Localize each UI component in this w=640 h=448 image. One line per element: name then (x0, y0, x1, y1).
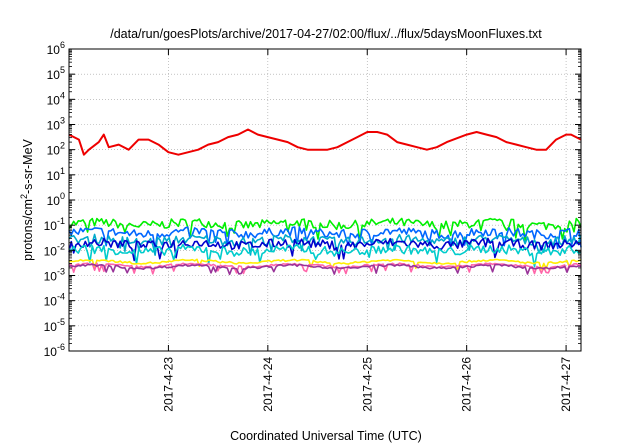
series-line (68, 243, 582, 268)
y-tick-label: 10-3 (44, 267, 65, 284)
x-axis-ticks: 2017-4-23 2017-4-24 2017-4-25 2017-4-26 2017… (161, 49, 573, 412)
y-tick-label: 10-4 (44, 292, 65, 309)
chart-title: /data/run/goesPlots/archive/2017-04-27/0… (110, 27, 542, 41)
x-tick-label: 2017-4-24 (261, 357, 275, 412)
y-tick-label: 102 (47, 141, 65, 158)
x-tick-label: 2017-4-26 (460, 357, 474, 412)
series-line (68, 237, 582, 262)
y-axis-label-prefix: protons/cm (21, 199, 35, 261)
y-tick-label: 101 (47, 166, 65, 183)
series-line (68, 128, 582, 156)
y-tick-label: 100 (47, 191, 65, 208)
x-tick-label: 2017-4-25 (360, 357, 374, 412)
x-tick-label: 2017-4-23 (161, 357, 175, 412)
series-line (68, 263, 582, 276)
y-tick-label: 104 (47, 90, 65, 107)
y-axis-label-suffix: -s-sr-MeV (21, 138, 35, 194)
series-line (68, 217, 582, 242)
grid-lines (69, 49, 581, 351)
y-axis-label: protons/cm2-s-sr-MeV (19, 138, 35, 260)
x-axis-label: Coordinated Universal Time (UTC) (230, 429, 422, 443)
y-tick-label: 10-2 (44, 241, 65, 258)
y-tick-label: 105 (47, 65, 65, 82)
y-tick-label: 10-5 (44, 317, 65, 334)
series-lines (68, 128, 582, 276)
series-line (68, 258, 582, 271)
y-axis-ticks: 106 105 104 103 102 101 100 10-1 10-2 10-3 10-4 10-… (44, 40, 581, 359)
series-line (68, 233, 582, 256)
y-tick-label: 10-1 (44, 216, 65, 233)
y-tick-label: 10-6 (44, 342, 65, 359)
y-tick-label: 106 (47, 40, 65, 57)
y-tick-label: 103 (47, 116, 65, 133)
x-tick-label: 2017-4-27 (559, 357, 573, 412)
y-axis-label-sup: 2 (19, 194, 29, 199)
